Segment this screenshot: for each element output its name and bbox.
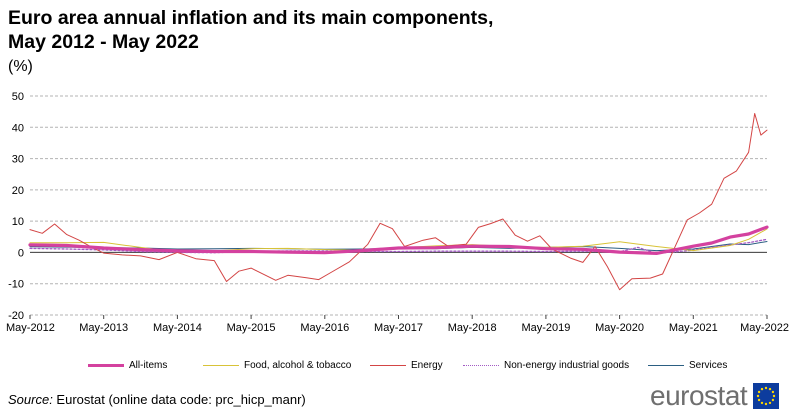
flag-star (760, 387, 764, 391)
flag-star (771, 390, 775, 394)
legend-item: Non-energy industrial goods (463, 360, 629, 371)
chart-title-line-2: May 2012 - May 2022 (8, 31, 199, 53)
legend-swatch (370, 365, 406, 366)
y-tick-label: 10 (12, 216, 24, 228)
x-tick-label: May-2019 (521, 322, 570, 334)
x-tick-label: May-2017 (374, 322, 423, 334)
legend-swatch (88, 364, 124, 367)
flag-star (764, 402, 768, 406)
legend-item: Services (648, 360, 727, 371)
series-line-all-items (28, 225, 769, 255)
chart-title-line-1: Euro area annual inflation and its main … (8, 7, 494, 29)
legend-label: Non-energy industrial goods (504, 360, 630, 371)
line-chart: -20 -10 0 10 20 30 40 50 May-2012 May-2013 May-201… (6, 91, 789, 334)
x-tick-label: May-2022 (740, 322, 789, 334)
legend-label: All-items (129, 360, 168, 371)
x-tick-label: May-2018 (448, 322, 497, 334)
legend-item: All-items (88, 360, 167, 371)
eu-flag-icon (753, 383, 780, 409)
y-tick-label: 0 (18, 247, 24, 259)
flag-star (764, 386, 768, 390)
x-tick-label: May-2013 (79, 322, 128, 334)
source-note: Source: Eurostat (online data code: prc_… (8, 392, 306, 407)
x-tick-label: May-2021 (669, 322, 718, 334)
source-text: Eurostat (online data code: prc_hicp_man… (52, 392, 306, 407)
x-tick-label: May-2015 (227, 322, 276, 334)
legend-item: Food, alcohol & tobacco (203, 360, 351, 371)
flag-star (771, 398, 775, 402)
legend-label: Services (689, 360, 728, 371)
chart-legend: All-items Food, alcohol & tobacco Energy No… (0, 360, 802, 376)
series-line-energy (29, 113, 768, 291)
flag-star (768, 401, 772, 405)
flag-star (768, 387, 772, 391)
unit-label: (%) (8, 58, 33, 75)
legend-swatch (648, 365, 684, 366)
x-tick-label: May-2020 (595, 322, 644, 334)
x-tick-label: May-2016 (300, 322, 349, 334)
flag-star (756, 394, 760, 398)
y-tick-label: 50 (12, 91, 24, 103)
x-tick-label: May-2012 (6, 322, 55, 334)
legend-item: Energy (370, 360, 443, 371)
flag-star (760, 401, 764, 405)
chart-title: Euro area annual inflation and its main … (8, 6, 788, 54)
eurostat-logo: eurostat (650, 380, 780, 412)
legend-label: Energy (411, 360, 443, 371)
flag-star (772, 394, 776, 398)
source-label: Source: (8, 392, 53, 407)
y-tick-label: -10 (8, 279, 24, 291)
x-tick-label: May-2014 (153, 322, 202, 334)
y-tick-label: 40 (12, 122, 24, 134)
flag-star (758, 398, 761, 402)
legend-label: Food, alcohol & tobacco (244, 360, 352, 371)
eurostat-wordmark: eurostat (650, 380, 748, 411)
flag-star (758, 390, 761, 394)
y-tick-label: 20 (12, 185, 24, 197)
y-tick-label: -20 (8, 310, 24, 322)
y-tick-label: 30 (12, 154, 24, 166)
legend-swatch (203, 365, 239, 366)
legend-swatch (463, 365, 499, 366)
